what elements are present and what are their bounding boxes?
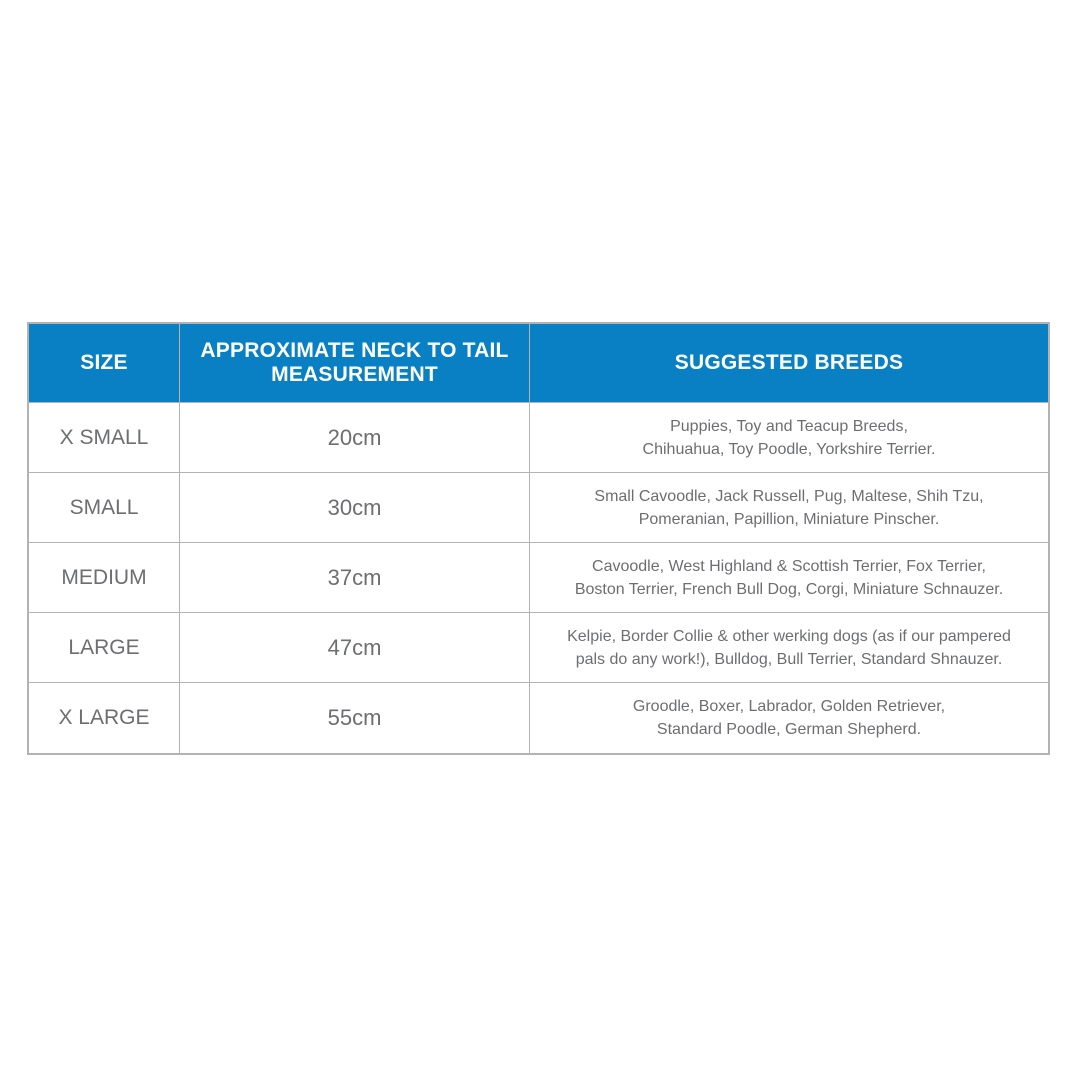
measurement-cell: 47cm — [180, 613, 530, 683]
breeds-text-line2: Pomeranian, Papillion, Miniature Pinsche… — [638, 510, 940, 528]
breeds-text-line1: Cavoodle, West Highland & Scottish Terri… — [592, 557, 986, 575]
size-value: X LARGE — [58, 706, 150, 729]
measurement-value: 20cm — [327, 424, 382, 450]
table-header-row: SIZE APPROXIMATE NECK TO TAIL MEASUREMEN… — [29, 324, 1048, 403]
table-row: X LARGE 55cm Groodle, Boxer, Labrador, G… — [29, 683, 1048, 753]
size-value: SMALL — [69, 495, 139, 519]
size-cell: LARGE — [29, 613, 180, 683]
header-cell-breeds: SUGGESTED BREEDS — [530, 324, 1048, 403]
size-cell: X LARGE — [29, 683, 180, 753]
size-value: MEDIUM — [61, 565, 147, 589]
measurement-value: 30cm — [327, 494, 382, 520]
size-value: X SMALL — [59, 425, 149, 449]
size-chart-table: SIZE APPROXIMATE NECK TO TAIL MEASUREMEN… — [27, 322, 1050, 755]
header-label-measurement-line2: MEASUREMENT — [271, 363, 438, 386]
measurement-cell: 37cm — [180, 543, 530, 613]
table-row: X SMALL 20cm Puppies, Toy and Teacup Bre… — [29, 403, 1048, 473]
header-label-size: SIZE — [80, 351, 128, 374]
breeds-cell: Groodle, Boxer, Labrador, Golden Retriev… — [530, 683, 1048, 753]
breeds-cell: Cavoodle, West Highland & Scottish Terri… — [530, 543, 1048, 613]
breeds-text-line1: Puppies, Toy and Teacup Breeds, — [670, 417, 908, 435]
breeds-text-line1: Small Cavoodle, Jack Russell, Pug, Malte… — [594, 487, 984, 505]
breeds-text-line1: Kelpie, Border Collie & other werking do… — [567, 627, 1011, 645]
table-row: MEDIUM 37cm Cavoodle, West Highland & Sc… — [29, 543, 1048, 613]
header-label-measurement-line1: APPROXIMATE NECK TO TAIL — [200, 339, 509, 362]
measurement-value: 37cm — [327, 564, 382, 590]
breeds-cell: Small Cavoodle, Jack Russell, Pug, Malte… — [530, 473, 1048, 543]
breeds-text-line2: Boston Terrier, French Bull Dog, Corgi, … — [574, 580, 1004, 598]
table-row: SMALL 30cm Small Cavoodle, Jack Russell,… — [29, 473, 1048, 543]
breeds-cell: Puppies, Toy and Teacup Breeds, Chihuahu… — [530, 403, 1048, 473]
table-row: LARGE 47cm Kelpie, Border Collie & other… — [29, 613, 1048, 683]
breeds-text-line2: Standard Poodle, German Shepherd. — [656, 721, 922, 738]
measurement-value: 47cm — [327, 634, 382, 660]
header-cell-measurement: APPROXIMATE NECK TO TAIL MEASUREMENT — [180, 324, 530, 403]
size-cell: MEDIUM — [29, 543, 180, 613]
breeds-cell: Kelpie, Border Collie & other werking do… — [530, 613, 1048, 683]
measurement-cell: 30cm — [180, 473, 530, 543]
size-value: LARGE — [68, 635, 140, 659]
breeds-text-line2: Chihuahua, Toy Poodle, Yorkshire Terrier… — [642, 440, 936, 458]
header-label-breeds: SUGGESTED BREEDS — [674, 351, 904, 374]
breeds-text-line1: Groodle, Boxer, Labrador, Golden Retriev… — [632, 698, 946, 715]
size-cell: X SMALL — [29, 403, 180, 473]
breeds-text-line2: pals do any work!), Bulldog, Bull Terrie… — [575, 650, 1003, 668]
measurement-cell: 20cm — [180, 403, 530, 473]
measurement-value: 55cm — [327, 705, 382, 730]
measurement-cell: 55cm — [180, 683, 530, 753]
header-cell-size: SIZE — [29, 324, 180, 403]
size-cell: SMALL — [29, 473, 180, 543]
